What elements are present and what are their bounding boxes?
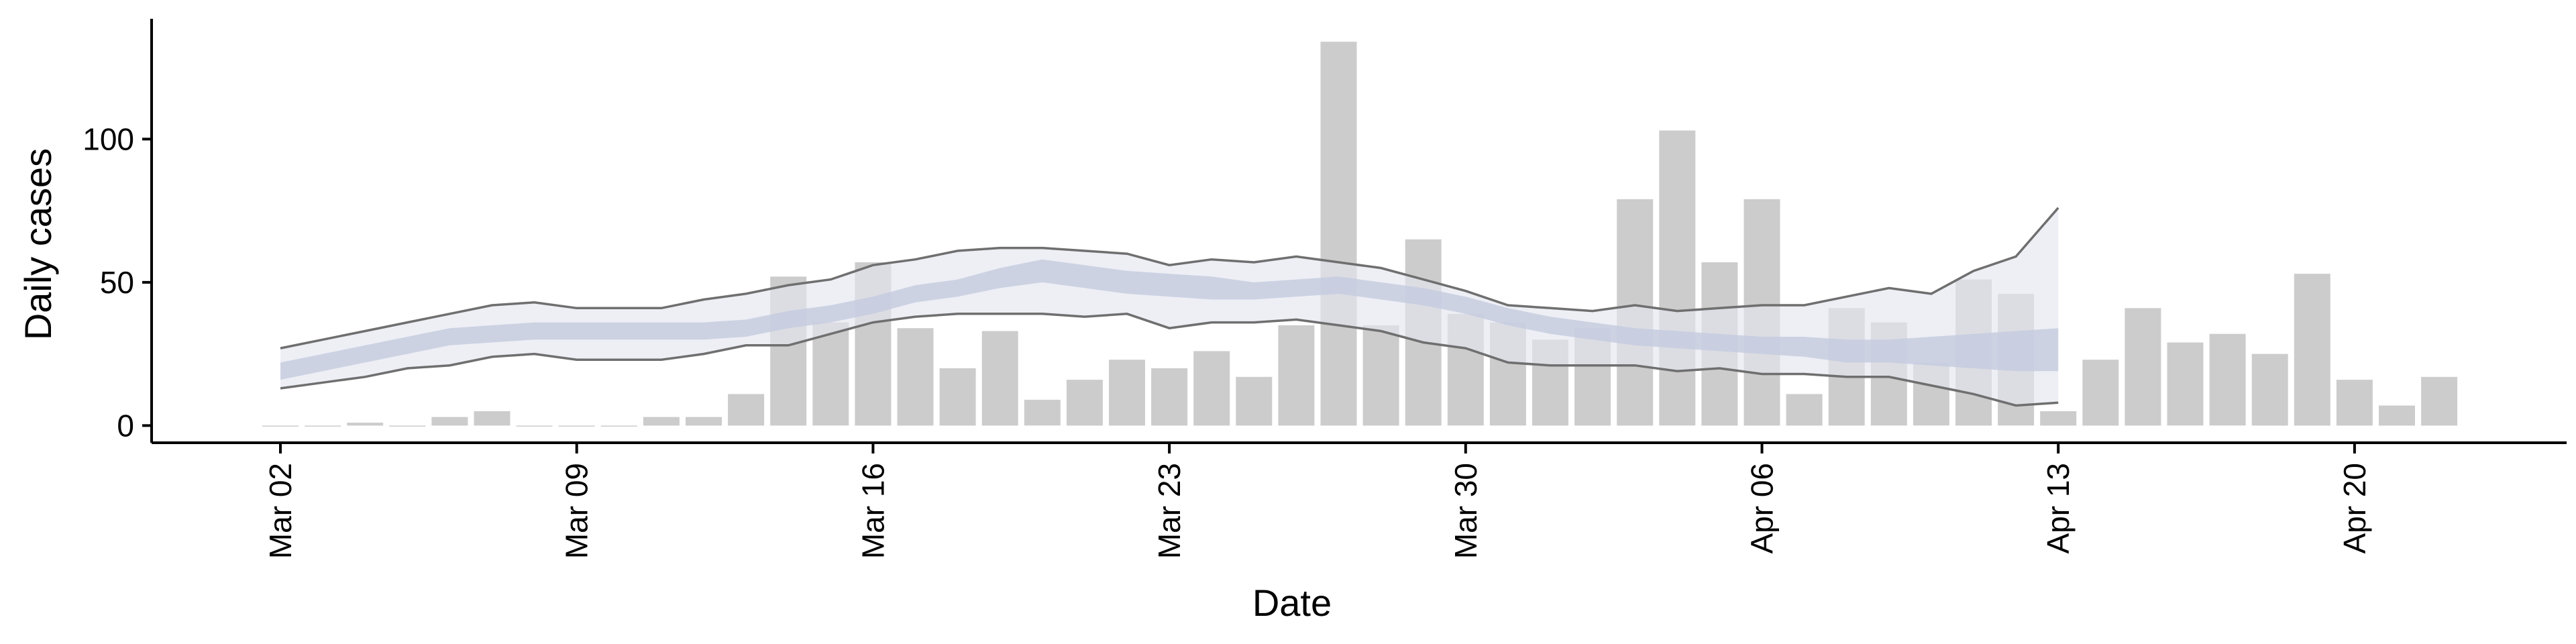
y-tick-label: 100 — [83, 121, 134, 156]
y-tick-label: 0 — [117, 408, 134, 443]
model-fit-bounds — [280, 207, 2059, 407]
y-tick-label: 50 — [100, 265, 134, 300]
y-axis-title: Daily cases — [17, 148, 59, 340]
case-bar — [1151, 368, 1188, 426]
case-bar — [1278, 325, 1315, 426]
case-bar — [812, 322, 849, 426]
x-tick-label: Mar 23 — [1152, 463, 1187, 559]
case-bar — [516, 425, 553, 427]
case-bar — [897, 328, 934, 426]
case-bar — [305, 425, 341, 427]
x-tick-label: Apr 13 — [2041, 463, 2076, 554]
case-bar — [1024, 399, 1061, 426]
upper-bound-line — [280, 207, 2059, 350]
inner-interval-band — [280, 259, 2059, 380]
case-bar — [939, 368, 976, 426]
case-bar — [2167, 342, 2204, 426]
case-bar — [1659, 130, 1696, 426]
case-bar — [1066, 380, 1103, 426]
case-bar — [2251, 354, 2288, 426]
case-bar — [1320, 42, 1357, 426]
axes — [150, 19, 2567, 444]
case-bar — [2421, 376, 2458, 426]
case-bar — [474, 411, 511, 426]
daily-cases-bars — [262, 42, 2458, 427]
case-bar — [347, 423, 384, 426]
case-bar — [2125, 308, 2161, 426]
case-bar — [981, 331, 1018, 426]
case-bar — [643, 417, 680, 426]
case-bar — [262, 425, 299, 427]
x-tick-label: Apr 20 — [2337, 463, 2372, 554]
x-tick-label: Mar 30 — [1448, 463, 1483, 559]
case-bar — [2082, 360, 2119, 426]
x-tick-label: Mar 09 — [559, 463, 594, 559]
lower-bound-line — [280, 313, 2059, 407]
case-bar — [1236, 376, 1273, 426]
case-bar — [558, 425, 595, 427]
x-tick-label: Apr 06 — [1745, 463, 1780, 554]
y-axis-ticks: 0 50 100 — [83, 121, 152, 443]
model-fit-band — [280, 207, 2059, 406]
case-bar — [686, 417, 722, 426]
case-bar — [1786, 394, 1823, 426]
x-tick-label: Mar 16 — [855, 463, 890, 559]
case-bar — [728, 394, 765, 426]
x-axis-title: Date — [1252, 582, 1332, 624]
case-bar — [1193, 351, 1230, 426]
case-bar — [600, 425, 637, 427]
case-bar — [389, 425, 426, 427]
case-bar — [2336, 380, 2373, 426]
case-bar — [2294, 274, 2330, 426]
case-bar — [1109, 360, 1145, 426]
case-bar — [2209, 333, 2246, 426]
x-axis-ticks: Mar 02 Mar 09 Mar 16 Mar 23 Mar 30 Apr 06 Apr … — [263, 443, 2372, 559]
case-bar — [2040, 411, 2077, 426]
case-bar — [2379, 405, 2415, 426]
outer-interval-band — [280, 207, 2059, 406]
case-bar — [431, 417, 468, 426]
x-tick-label: Mar 02 — [263, 463, 298, 559]
case-bar — [1362, 325, 1399, 426]
